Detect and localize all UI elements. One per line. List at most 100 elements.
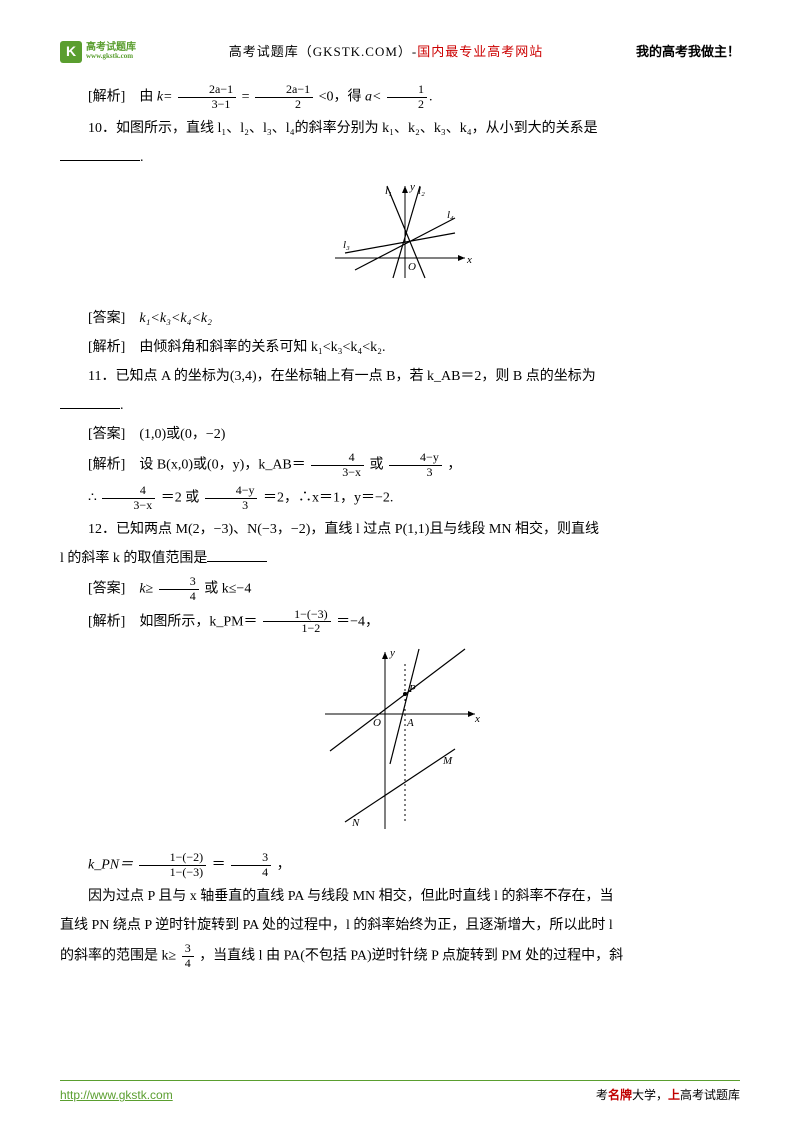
- fraction: 43−x: [102, 484, 155, 513]
- numerator: 3: [159, 575, 199, 590]
- page-footer: http://www.gkstk.com 考名牌大学，上高考试题库: [60, 1080, 740, 1107]
- point-a-label: A: [406, 717, 414, 729]
- solution-10: [解析] 由倾斜角和斜率的关系可知 k₁<k₃<k₄<k₂.: [60, 335, 740, 360]
- numerator: 4−y: [389, 451, 442, 466]
- fraction: 43−x: [311, 451, 364, 480]
- text: k≥: [139, 582, 153, 597]
- logo-icon: K: [60, 41, 82, 63]
- denominator: 3−x: [311, 466, 364, 480]
- blank-line: [60, 395, 120, 409]
- label: [解析]: [88, 90, 125, 105]
- header-center-prefix: 高考试题库（GKSTK.COM）-: [229, 44, 418, 59]
- footer-url[interactable]: http://www.gkstk.com: [60, 1085, 173, 1107]
- text: .: [429, 90, 433, 105]
- header-center: 高考试题库（GKSTK.COM）-国内最专业高考网站: [229, 40, 544, 63]
- point-n-label: N: [351, 817, 360, 829]
- axis-x-label: x: [466, 254, 472, 266]
- denominator: 1−(−3): [139, 866, 207, 880]
- blank-line: [207, 548, 267, 562]
- numerator: 2a−1: [178, 83, 236, 98]
- denominator: 2: [387, 98, 427, 112]
- origin-label: O: [373, 717, 381, 729]
- label: [答案]: [88, 427, 125, 442]
- text: 设 B(x,0)或(0，y)，k_AB＝: [139, 458, 305, 473]
- line-l2-label: l₂: [418, 185, 425, 197]
- text: ＝−4，: [336, 614, 379, 629]
- answer-11: [答案] (1,0)或(0，−2): [60, 422, 740, 447]
- header-right: 我的高考我做主！: [636, 40, 740, 63]
- numerator: 3: [182, 942, 194, 957]
- content: [解析] 由 k= 2a−13−1 = 2a−12 <0，得 a< 12. 10…: [60, 83, 740, 971]
- text: .: [140, 150, 144, 165]
- text: 的斜率的范围是 k≥: [60, 949, 176, 964]
- fraction: 12: [387, 83, 427, 112]
- text: ∴: [88, 491, 97, 506]
- logo: K 高考试题库 www.gkstk.com: [60, 41, 136, 63]
- problem-10-blank: .: [60, 145, 740, 170]
- blank-line: [60, 147, 140, 161]
- text: 大学，: [632, 1088, 668, 1102]
- label: [答案]: [88, 582, 125, 597]
- text: <0，得: [319, 90, 365, 105]
- numerator: 2a−1: [255, 83, 313, 98]
- label: [解析]: [88, 340, 125, 355]
- text: ＝: [212, 858, 226, 873]
- figure-1-svg: x y O l₂ l₁ l₄ l₃: [325, 178, 475, 288]
- fraction: 2a−12: [255, 83, 313, 112]
- explanation-c: 的斜率的范围是 k≥ 34 ，当直线 l 由 PA(不包括 PA)逆时针绕 P …: [60, 942, 740, 971]
- label: [答案]: [88, 311, 125, 326]
- text: ，: [447, 458, 461, 473]
- logo-text: 高考试题库 www.gkstk.com: [86, 42, 136, 61]
- denominator: 4: [182, 957, 194, 971]
- denominator: 1−2: [263, 622, 331, 636]
- text: ，当直线 l 由 PA(不包括 PA)逆时针绕 P 点旋转到 PM 处的过程中，…: [199, 949, 623, 964]
- explanation-b: 直线 PN 绕点 P 逆时针旋转到 PA 处的过程中，l 的斜率始终为正，且逐渐…: [60, 913, 740, 938]
- fraction: 34: [182, 942, 194, 971]
- axis-x-label: x: [474, 713, 480, 725]
- text: ＝2 或: [161, 491, 203, 506]
- line-l3-label: l₃: [343, 239, 350, 251]
- text: 上: [668, 1088, 680, 1102]
- denominator: 4: [159, 590, 199, 604]
- logo-url: www.gkstk.com: [86, 53, 136, 61]
- denominator: 3: [205, 499, 258, 513]
- text: l 的斜率 k 的取值范围是: [60, 551, 207, 566]
- solution-11b: ∴ 43−x ＝2 或 4−y3 ＝2，∴x＝1，y＝−2.: [60, 484, 740, 513]
- text: 如图所示，k_PM＝: [139, 614, 257, 629]
- var-a: a<: [365, 90, 381, 105]
- problem-11-blank: .: [60, 393, 740, 418]
- problem-12a: 12．已知两点 M(2，−3)、N(−3，−2)，直线 l 过点 P(1,1)且…: [60, 517, 740, 542]
- page-header: K 高考试题库 www.gkstk.com 高考试题库（GKSTK.COM）-国…: [60, 40, 740, 63]
- fraction: 4−y3: [205, 484, 258, 513]
- solution-9: [解析] 由 k= 2a−13−1 = 2a−12 <0，得 a< 12.: [60, 83, 740, 112]
- numerator: 1−(−2): [139, 851, 207, 866]
- text: 高考试题库: [680, 1088, 740, 1102]
- text: (1,0)或(0，−2): [139, 427, 225, 442]
- numerator: 1: [387, 83, 427, 98]
- text: ＝2，∴x＝1，y＝−2.: [263, 491, 393, 506]
- numerator: 3: [231, 851, 271, 866]
- fraction: 34: [231, 851, 271, 880]
- axis-y-label: y: [409, 181, 415, 193]
- footer-slogan: 考名牌大学，上高考试题库: [596, 1085, 740, 1107]
- problem-10: 10．如图所示，直线 l₁、l₂、l₃、l₄的斜率分别为 k₁、k₂、k₃、k₄…: [60, 116, 740, 141]
- label: [解析]: [88, 614, 125, 629]
- numerator: 4−y: [205, 484, 258, 499]
- figure-2: x y O P A M N: [60, 644, 740, 843]
- axis-y-label: y: [389, 647, 395, 659]
- fraction: 4−y3: [389, 451, 442, 480]
- text: 名牌: [608, 1088, 632, 1102]
- solution-11: [解析] 设 B(x,0)或(0，y)，k_AB＝ 43−x 或 4−y3 ，: [60, 451, 740, 480]
- text: 由: [139, 90, 157, 105]
- numerator: 1−(−3): [263, 608, 331, 623]
- text: 由倾斜角和斜率的关系可知 k₁<k₃<k₄<k₂.: [139, 340, 385, 355]
- solution-12: [解析] 如图所示，k_PM＝ 1−(−3)1−2 ＝−4，: [60, 608, 740, 637]
- figure-1: x y O l₂ l₁ l₄ l₃: [60, 178, 740, 297]
- origin-label: O: [408, 261, 416, 273]
- text: k_PN＝: [88, 858, 133, 873]
- text: ，: [277, 858, 291, 873]
- text: .: [120, 398, 124, 413]
- text: k₁<k₃<k₄<k₂: [139, 311, 212, 326]
- denominator: 3−x: [102, 499, 155, 513]
- explanation-a: 因为过点 P 且与 x 轴垂直的直线 PA 与线段 MN 相交，但此时直线 l …: [60, 884, 740, 909]
